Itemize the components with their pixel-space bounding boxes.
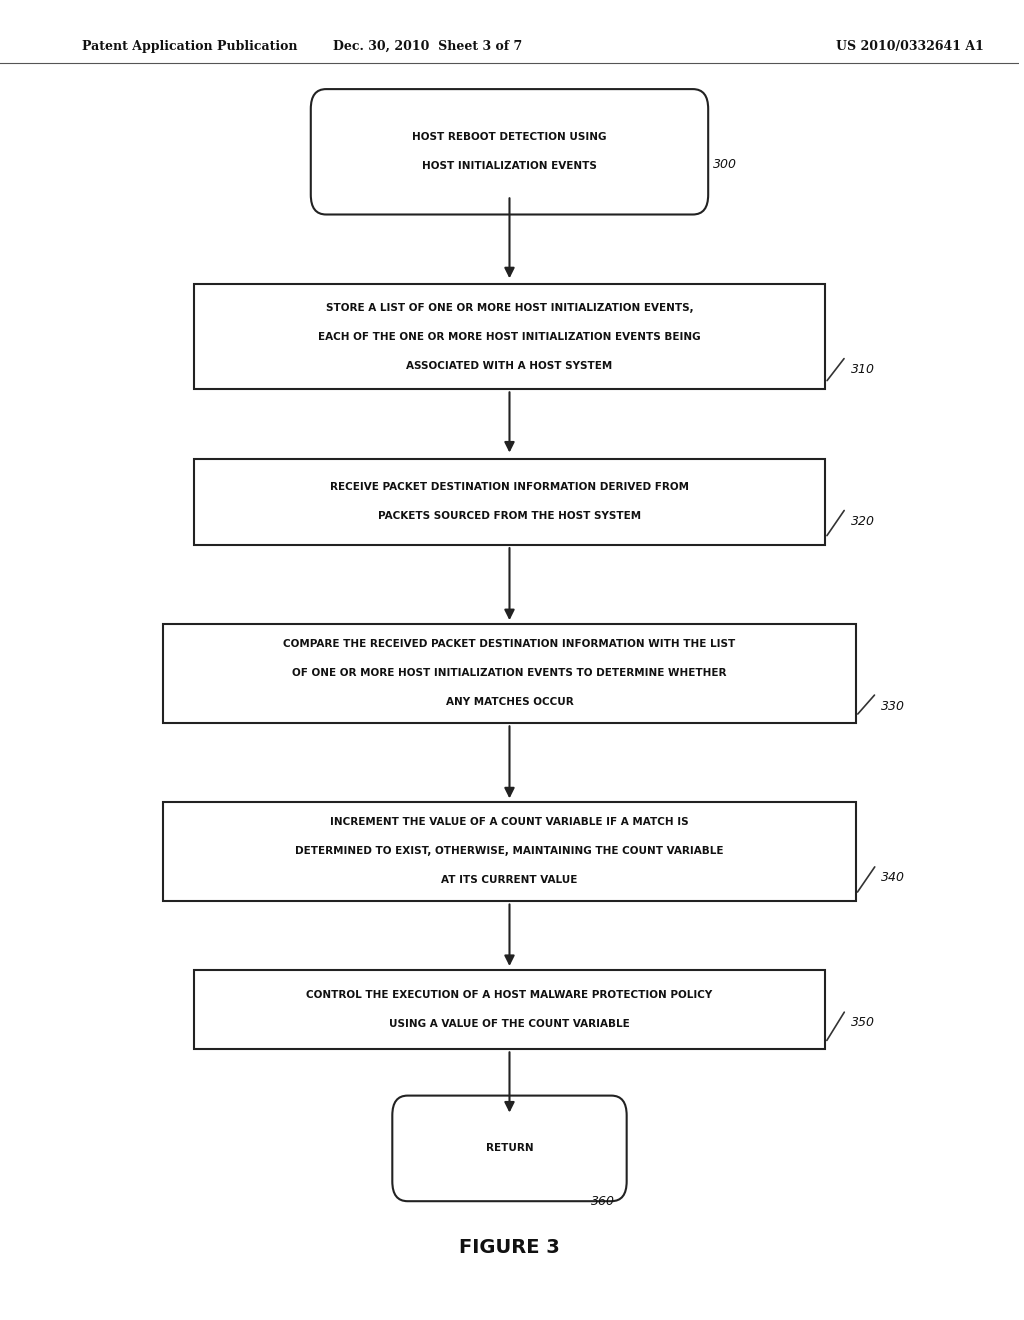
Text: INCREMENT THE VALUE OF A COUNT VARIABLE IF A MATCH IS: INCREMENT THE VALUE OF A COUNT VARIABLE … [330,817,689,828]
Text: PACKETS SOURCED FROM THE HOST SYSTEM: PACKETS SOURCED FROM THE HOST SYSTEM [378,511,641,521]
Text: 340: 340 [882,871,905,884]
Text: HOST INITIALIZATION EVENTS: HOST INITIALIZATION EVENTS [422,161,597,172]
Text: FIGURE 3: FIGURE 3 [459,1238,560,1257]
Text: 320: 320 [851,515,874,528]
Text: USING A VALUE OF THE COUNT VARIABLE: USING A VALUE OF THE COUNT VARIABLE [389,1019,630,1030]
Text: CONTROL THE EXECUTION OF A HOST MALWARE PROTECTION POLICY: CONTROL THE EXECUTION OF A HOST MALWARE … [306,990,713,1001]
Text: EACH OF THE ONE OR MORE HOST INITIALIZATION EVENTS BEING: EACH OF THE ONE OR MORE HOST INITIALIZAT… [318,331,700,342]
Text: 360: 360 [591,1195,615,1208]
Text: 310: 310 [851,363,874,376]
Bar [194,458,825,544]
Bar [163,624,856,722]
Bar [194,970,825,1049]
Text: AT ITS CURRENT VALUE: AT ITS CURRENT VALUE [441,875,578,886]
FancyBboxPatch shape [311,88,709,214]
Text: 300: 300 [714,158,737,172]
Text: 350: 350 [851,1016,874,1030]
Text: HOST REBOOT DETECTION USING: HOST REBOOT DETECTION USING [413,132,607,143]
FancyBboxPatch shape [392,1096,627,1201]
Text: 330: 330 [882,700,905,713]
Text: DETERMINED TO EXIST, OTHERWISE, MAINTAINING THE COUNT VARIABLE: DETERMINED TO EXIST, OTHERWISE, MAINTAIN… [295,846,724,857]
Text: ANY MATCHES OCCUR: ANY MATCHES OCCUR [445,697,573,708]
Text: Patent Application Publication: Patent Application Publication [82,40,297,53]
Text: US 2010/0332641 A1: US 2010/0332641 A1 [836,40,983,53]
Text: RETURN: RETURN [485,1143,534,1154]
Text: OF ONE OR MORE HOST INITIALIZATION EVENTS TO DETERMINE WHETHER: OF ONE OR MORE HOST INITIALIZATION EVENT… [292,668,727,678]
Text: Dec. 30, 2010  Sheet 3 of 7: Dec. 30, 2010 Sheet 3 of 7 [334,40,522,53]
Text: STORE A LIST OF ONE OR MORE HOST INITIALIZATION EVENTS,: STORE A LIST OF ONE OR MORE HOST INITIAL… [326,302,693,313]
Text: ASSOCIATED WITH A HOST SYSTEM: ASSOCIATED WITH A HOST SYSTEM [407,360,612,371]
Bar [163,801,856,900]
Bar [194,284,825,389]
Text: RECEIVE PACKET DESTINATION INFORMATION DERIVED FROM: RECEIVE PACKET DESTINATION INFORMATION D… [330,482,689,492]
Text: COMPARE THE RECEIVED PACKET DESTINATION INFORMATION WITH THE LIST: COMPARE THE RECEIVED PACKET DESTINATION … [284,639,735,649]
